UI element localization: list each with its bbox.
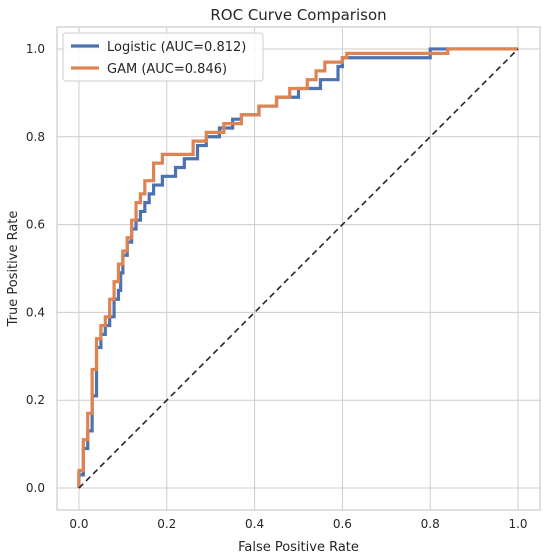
legend-label: GAM (AUC=0.846) <box>107 62 227 77</box>
x-tick-label: 1.0 <box>508 517 527 531</box>
tick-label-layer: 0.0 0.2 0.4 0.6 0.8 1.0 0.0 0.2 0.4 0.6 0.8 1.0 <box>26 42 528 531</box>
legend: Logistic (AUC=0.812) GAM (AUC=0.846) <box>62 32 264 82</box>
grid-layer <box>57 27 540 510</box>
y-tick-label: 0.0 <box>26 481 45 495</box>
y-axis-label: True Positive Rate <box>6 211 21 328</box>
legend-box <box>62 32 264 82</box>
x-tick-label: 0.0 <box>69 517 88 531</box>
series-layer <box>77 47 519 489</box>
y-tick-label: 0.6 <box>26 218 45 232</box>
x-tick-label: 0.8 <box>421 517 440 531</box>
series-line-gam <box>77 47 519 489</box>
y-tick-label: 0.8 <box>26 130 45 144</box>
legend-label: Logistic (AUC=0.812) <box>107 40 246 55</box>
y-tick-label: 0.4 <box>26 305 45 319</box>
x-tick-label: 0.4 <box>245 517 264 531</box>
plot-frame <box>56 26 541 511</box>
y-tick-label: 0.2 <box>26 393 45 407</box>
x-axis-label: False Positive Rate <box>238 540 359 555</box>
chart-title: ROC Curve Comparison <box>210 6 386 24</box>
chance-reference-line <box>78 48 519 489</box>
x-tick-label: 0.2 <box>157 517 176 531</box>
series-line-logistic <box>77 47 519 489</box>
x-tick-label: 0.6 <box>333 517 352 531</box>
y-tick-label: 1.0 <box>26 42 45 56</box>
